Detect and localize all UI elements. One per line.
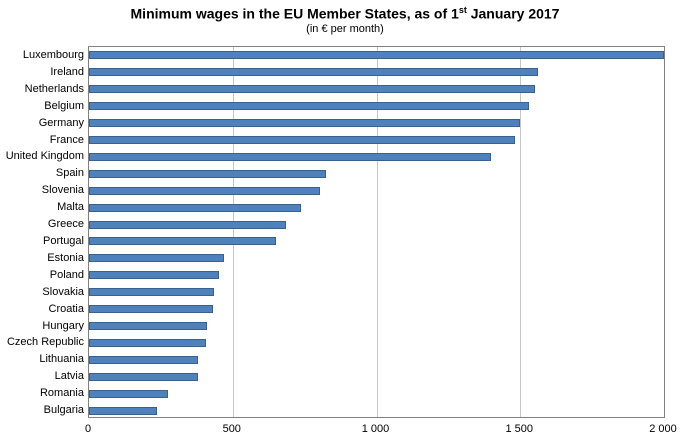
category-label-greece: Greece (47, 218, 84, 231)
bar-germany (89, 119, 520, 128)
bar-spain (89, 169, 326, 178)
category-label-slovenia: Slovenia (41, 184, 84, 197)
x-tick-label: 1 000 (361, 423, 390, 435)
category-label-portugal: Portugal (43, 234, 84, 247)
category-label-germany: Germany (38, 116, 84, 129)
category-label-lithuania: Lithuania (39, 353, 84, 366)
bar-latvia (89, 372, 198, 381)
plot-area (88, 46, 665, 418)
category-label-united-kingdom: United Kingdom (5, 150, 84, 163)
bar-bulgaria (89, 406, 157, 415)
category-label-bulgaria: Bulgaria (43, 404, 84, 417)
bar-slovakia (89, 288, 214, 297)
category-label-croatia: Croatia (48, 302, 84, 315)
category-label-poland: Poland (49, 268, 84, 281)
category-label-slovakia: Slovakia (42, 285, 84, 298)
gridline (376, 47, 378, 417)
x-tick-label: 1 500 (505, 423, 534, 435)
chart-title-text: Minimum wages in the EU Member States, a… (130, 5, 459, 22)
chart-title-suffix: January 2017 (466, 5, 560, 22)
bar-ireland (89, 68, 538, 77)
chart-subtitle: (in € per month) (306, 23, 384, 35)
bar-netherlands (89, 85, 535, 94)
category-label-netherlands: Netherlands (24, 82, 84, 95)
category-label-spain: Spain (55, 167, 84, 180)
bar-malta (89, 203, 301, 212)
category-label-romania: Romania (39, 387, 84, 400)
bar-belgium (89, 102, 529, 111)
category-label-hungary: Hungary (42, 319, 84, 332)
bar-estonia (89, 254, 224, 263)
category-label-czech-republic: Czech Republic (6, 336, 84, 349)
chart-title-superscript: st (458, 5, 467, 15)
category-label-estonia: Estonia (47, 251, 84, 264)
bar-united-kingdom (89, 152, 491, 161)
bar-czech-republic (89, 338, 206, 347)
x-tick-label: 500 (222, 423, 241, 435)
category-label-luxembourg: Luxembourg (22, 48, 84, 61)
gridline (520, 47, 522, 417)
category-label-ireland: Ireland (50, 65, 84, 78)
bar-romania (89, 389, 168, 398)
bar-france (89, 136, 515, 144)
category-label-france: France (49, 133, 84, 146)
bar-croatia (89, 305, 213, 314)
category-label-latvia: Latvia (54, 370, 84, 383)
bar-slovenia (89, 186, 320, 195)
bar-luxembourg (89, 51, 664, 60)
bar-poland (89, 271, 219, 280)
category-label-malta: Malta (57, 201, 84, 214)
gridline (232, 47, 234, 417)
bar-portugal (89, 237, 276, 246)
bar-lithuania (89, 355, 198, 364)
category-label-belgium: Belgium (44, 99, 84, 112)
bar-hungary (89, 322, 207, 330)
chart-title: Minimum wages in the EU Member States, a… (0, 5, 690, 22)
x-tick-label: 0 (84, 423, 92, 435)
bar-greece (89, 220, 286, 229)
x-tick-label: 2 000 (649, 423, 677, 435)
